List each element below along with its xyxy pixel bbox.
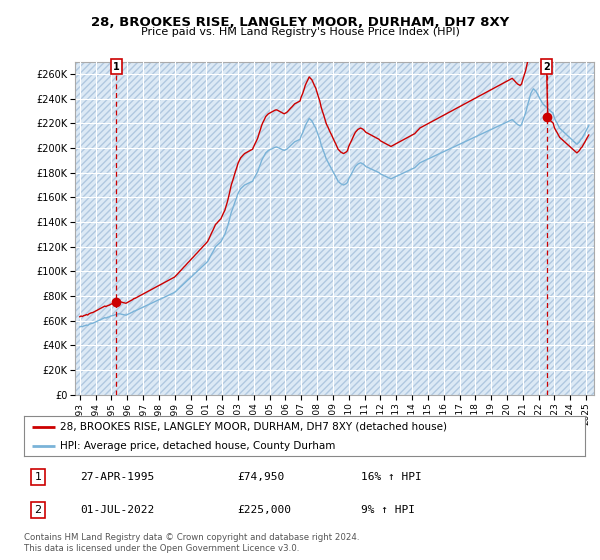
Text: 9% ↑ HPI: 9% ↑ HPI — [361, 505, 415, 515]
Text: 27-APR-1995: 27-APR-1995 — [80, 472, 154, 482]
Text: £225,000: £225,000 — [237, 505, 291, 515]
Text: 1: 1 — [35, 472, 41, 482]
Text: 28, BROOKES RISE, LANGLEY MOOR, DURHAM, DH7 8XY: 28, BROOKES RISE, LANGLEY MOOR, DURHAM, … — [91, 16, 509, 29]
Text: £74,950: £74,950 — [237, 472, 284, 482]
Text: 01-JUL-2022: 01-JUL-2022 — [80, 505, 154, 515]
Text: 28, BROOKES RISE, LANGLEY MOOR, DURHAM, DH7 8XY (detached house): 28, BROOKES RISE, LANGLEY MOOR, DURHAM, … — [61, 422, 448, 432]
Text: Price paid vs. HM Land Registry's House Price Index (HPI): Price paid vs. HM Land Registry's House … — [140, 27, 460, 37]
Text: 2: 2 — [543, 62, 550, 72]
Text: 16% ↑ HPI: 16% ↑ HPI — [361, 472, 421, 482]
Text: 2: 2 — [34, 505, 41, 515]
Text: Contains HM Land Registry data © Crown copyright and database right 2024.
This d: Contains HM Land Registry data © Crown c… — [24, 533, 359, 553]
Text: 1: 1 — [113, 62, 120, 72]
Text: HPI: Average price, detached house, County Durham: HPI: Average price, detached house, Coun… — [61, 441, 336, 450]
